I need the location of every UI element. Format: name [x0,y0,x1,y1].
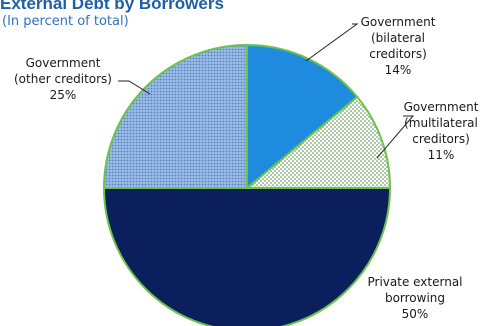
label-multilateral-line: Government [404,100,479,114]
label-other-creditors: Government (other creditors) 25% [14,56,112,102]
label-bilateral-line: creditors) [369,47,427,61]
label-private: Private external borrowing 50% [367,275,462,321]
label-private-line: 50% [402,307,429,321]
label-other-creditors-leader-line [118,80,151,95]
label-other-creditors-line: Government [26,56,101,70]
label-multilateral-line: (multilateral [404,116,478,130]
label-private-line: borrowing [385,291,445,305]
slice-other-creditors [102,43,248,189]
label-multilateral: Government (multilateral creditors) 11% [404,100,479,162]
label-multilateral-line: creditors) [412,132,470,146]
label-bilateral-leader-line [305,23,359,62]
label-multilateral-line: 11% [428,148,455,162]
label-bilateral-line: 14% [385,63,412,77]
slice-private [102,187,392,326]
label-multilateral-leader-line [376,115,415,159]
label-other-creditors-line: (other creditors) [14,72,112,86]
label-bilateral-line: Government [361,15,436,29]
label-private-line: Private external [367,275,462,289]
label-other-creditors-line: 25% [50,88,77,102]
label-bilateral: Government (bilateral creditors) 14% [361,15,436,77]
label-bilateral-line: (bilateral [371,31,425,45]
chart-subtitle: (In percent of total) [2,14,129,29]
slice-bilateral [246,43,359,191]
chart-title: External Debt by Borrowers [0,0,224,13]
slice-multilateral [244,95,392,189]
